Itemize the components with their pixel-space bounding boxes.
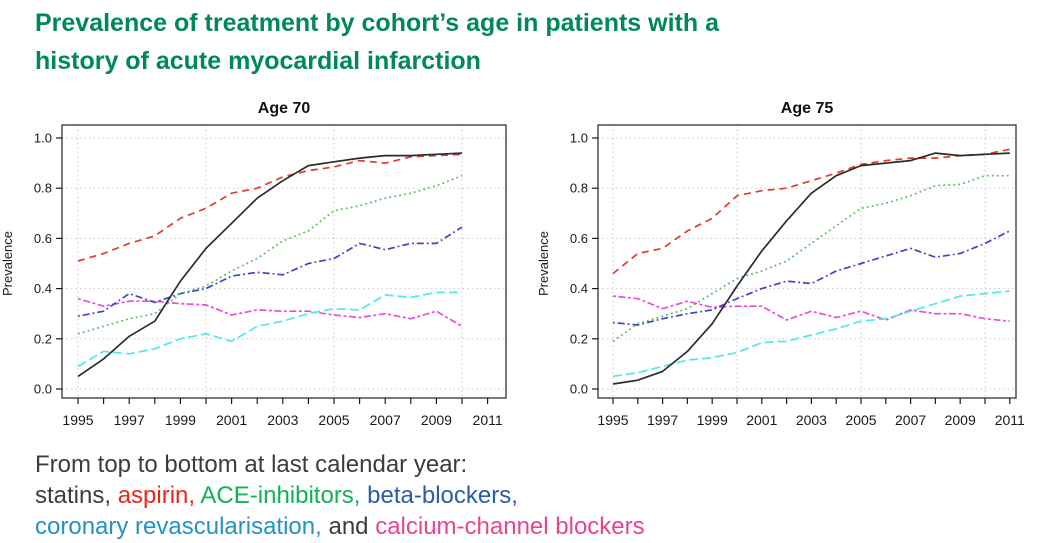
x-tick-label: 1995 — [597, 412, 628, 428]
x-tick-label: 2011 — [995, 412, 1025, 428]
y-tick-label: 0.4 — [34, 281, 52, 296]
y-tick-label: 0.0 — [570, 382, 588, 397]
calcium-channel-blockers-line — [612, 295, 1010, 323]
x-tick-label: 1997 — [114, 412, 145, 428]
caption-line: coronary revascularisation, and calcium-… — [35, 511, 1040, 542]
x-tick-label: 2007 — [895, 412, 926, 428]
caption-line: statins, aspirin, ACE-inhibitors, beta-b… — [35, 480, 1040, 511]
x-tick-label: 1997 — [647, 412, 678, 428]
x-tick-label: 2009 — [945, 412, 976, 428]
y-tick-label: 0.2 — [570, 331, 588, 346]
y-tick-label: 0.2 — [34, 331, 52, 346]
beta-blockers-line — [612, 230, 1011, 326]
aspirin-line — [77, 153, 463, 262]
ace-inhibitors-line — [77, 174, 463, 335]
coronary-revascularisation-line — [612, 290, 1010, 378]
coronary-revascularisation-line — [77, 291, 462, 368]
statins-line — [77, 152, 463, 378]
ace-inhibitors-line — [612, 174, 1010, 342]
caption-segment: coronary revascularisation, — [35, 513, 322, 540]
x-tick-label: 2003 — [796, 412, 827, 428]
page-title-line1: Prevalence of treatment by cohort’s age … — [35, 9, 719, 37]
y-tick-label: 0.6 — [34, 231, 52, 246]
x-tick-label: 1999 — [165, 412, 196, 428]
panel-title: Age 70 — [258, 100, 311, 117]
y-tick-label: 0.4 — [570, 281, 588, 296]
age-70-chart: 0.0 0.2 0.4 0.6 0.8 1.0 1995 1997 1999 2001 2003 20… — [0, 100, 507, 428]
x-tick-label: 2011 — [473, 412, 503, 428]
page-title: Prevalence of treatment by cohort’s age … — [35, 4, 1040, 80]
y-tick-label: 0.8 — [570, 181, 588, 196]
charts-row: 0.0 0.2 0.4 0.6 0.8 1.0 1995 1997 1999 2001 2003 20… — [0, 95, 1040, 447]
y-axis-label: Prevalence — [536, 231, 551, 296]
aspirin-line — [612, 148, 1010, 275]
x-tick-label: 2001 — [216, 412, 247, 428]
y-tick-label: 0.0 — [34, 382, 52, 397]
x-tick-label: 2007 — [370, 412, 401, 428]
caption-segment: ACE-inhibitors, — [200, 482, 361, 509]
x-tick-label: 1999 — [697, 412, 728, 428]
x-tick-label: 2001 — [746, 412, 777, 428]
y-tick-label: 0.8 — [34, 181, 52, 196]
statins-line — [612, 152, 1010, 385]
x-tick-label: 2005 — [845, 412, 876, 428]
x-tick-label: 2003 — [267, 412, 298, 428]
x-tick-label: 1995 — [62, 412, 93, 428]
caption-line: From top to bottom at last calendar year… — [35, 449, 1040, 480]
caption-segment: statins, — [35, 482, 118, 509]
caption-segment: beta-blockers, — [367, 482, 518, 509]
caption-legend: From top to bottom at last calendar year… — [35, 449, 1040, 542]
caption-segment: From top to bottom at last calendar year… — [35, 451, 468, 478]
calcium-channel-blockers-line — [77, 297, 463, 328]
age-75-chart: 0.0 0.2 0.4 0.6 0.8 1.0 1995 1997 1999 2001 2003 20… — [536, 100, 1025, 428]
caption-segment: aspirin, — [117, 482, 196, 509]
y-axis-label: Prevalence — [0, 231, 15, 296]
x-tick-label: 2005 — [318, 412, 349, 428]
x-tick-label: 2009 — [421, 412, 452, 428]
y-tick-label: 1.0 — [34, 131, 52, 146]
y-tick-label: 1.0 — [570, 131, 588, 146]
page-title-line2: history of acute myocardial infarction — [35, 47, 481, 75]
caption-segment: calcium-channel blockers — [375, 513, 645, 540]
y-tick-label: 0.6 — [570, 231, 588, 246]
panel-title: Age 75 — [781, 100, 834, 117]
caption-segment: and — [321, 513, 376, 540]
beta-blockers-line — [77, 226, 463, 318]
